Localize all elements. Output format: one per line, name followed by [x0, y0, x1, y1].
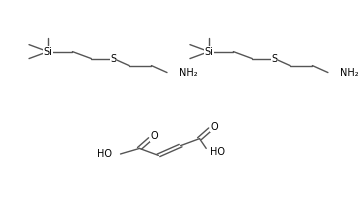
- Text: HO: HO: [97, 149, 112, 159]
- Text: S: S: [271, 54, 278, 64]
- Text: NH₂: NH₂: [340, 68, 359, 78]
- Text: O: O: [210, 122, 218, 132]
- Text: Si: Si: [43, 47, 52, 57]
- Text: S: S: [111, 54, 117, 64]
- Text: NH₂: NH₂: [179, 68, 197, 78]
- Text: O: O: [150, 131, 158, 141]
- Text: Si: Si: [204, 47, 213, 57]
- Text: HO: HO: [210, 147, 225, 157]
